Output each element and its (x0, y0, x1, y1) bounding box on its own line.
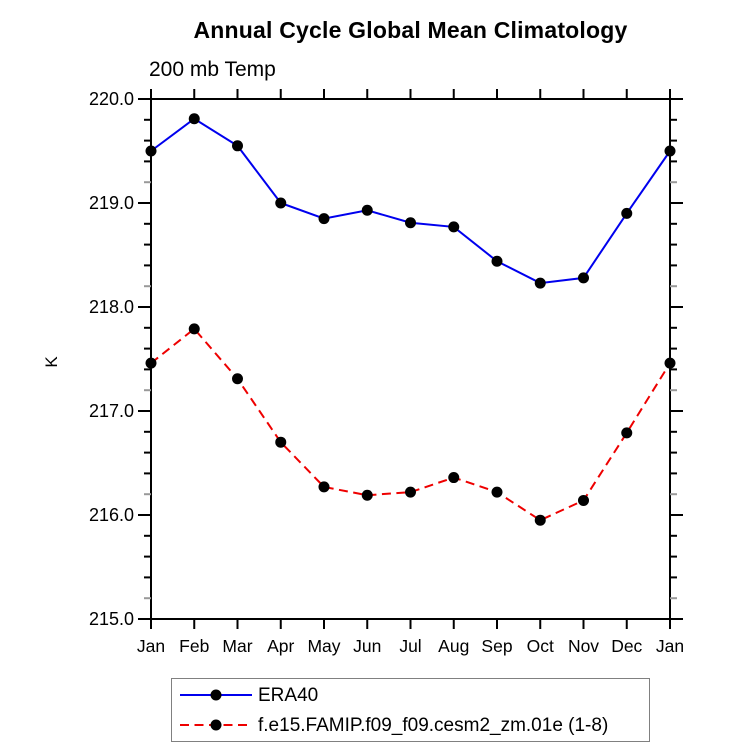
series-line-0 (150, 117, 671, 285)
data-point (145, 145, 157, 157)
data-point (232, 140, 243, 152)
data-point (318, 213, 330, 225)
data-point (491, 255, 503, 267)
chart-title: Annual Cycle Global Mean Climatology (193, 17, 628, 43)
y-tick-label: 218.0 (89, 297, 134, 317)
legend-marker (210, 719, 222, 731)
x-tick-label: Dec (611, 636, 642, 656)
data-point (275, 436, 287, 448)
y-tick-label: 219.0 (89, 193, 134, 213)
data-point (664, 145, 676, 157)
data-point (232, 373, 243, 385)
data-point (361, 204, 373, 216)
y-tick-label: 220.0 (89, 89, 134, 109)
legend-marker (210, 689, 222, 701)
x-tick-label: Jan (656, 636, 684, 656)
y-tick-label: 216.0 (89, 505, 134, 525)
data-point (405, 217, 416, 229)
x-tick-label: Jul (399, 636, 421, 656)
data-point (318, 481, 330, 493)
data-point (188, 113, 200, 125)
data-point (534, 514, 546, 526)
chart-subtitle: 200 mb Temp (149, 58, 276, 81)
x-tick-label: Oct (527, 636, 554, 656)
y-axis-label: K (42, 356, 61, 368)
data-point (448, 472, 460, 484)
legend-label: f.e15.FAMIP.f09_f09.cesm2_zm.01e (1-8) (258, 714, 609, 736)
x-tick-label: Feb (179, 636, 209, 656)
data-point (621, 427, 633, 439)
x-tick-label: Sep (481, 636, 512, 656)
x-tick-label: Nov (568, 636, 599, 656)
x-tick-label: Mar (222, 636, 252, 656)
legend-line-sample (180, 689, 252, 701)
data-point (578, 272, 589, 284)
data-point (578, 494, 589, 506)
data-point (534, 277, 546, 289)
x-tick-label: Apr (267, 636, 294, 656)
data-point (145, 357, 157, 369)
data-point (664, 357, 676, 369)
data-point (405, 486, 416, 498)
x-tick-label: Jan (137, 636, 165, 656)
data-point (361, 489, 373, 501)
legend-line-sample (180, 719, 252, 731)
x-tick-label: Jun (353, 636, 381, 656)
legend: ERA40 f.e15.FAMIP.f09_f09.cesm2_zm.01e (… (171, 678, 650, 742)
x-tick-label: Aug (438, 636, 469, 656)
data-point (275, 197, 287, 209)
data-point (491, 486, 503, 498)
y-tick-label: 215.0 (89, 609, 134, 629)
y-tick-label: 217.0 (89, 401, 134, 421)
legend-item: f.e15.FAMIP.f09_f09.cesm2_zm.01e (1-8) (172, 710, 649, 740)
data-point (448, 221, 460, 233)
legend-label: ERA40 (258, 684, 319, 706)
x-tick-label: May (307, 636, 340, 656)
plot-border (150, 98, 671, 620)
data-point (188, 323, 200, 335)
data-point (621, 207, 633, 219)
legend-item: ERA40 (172, 680, 649, 710)
